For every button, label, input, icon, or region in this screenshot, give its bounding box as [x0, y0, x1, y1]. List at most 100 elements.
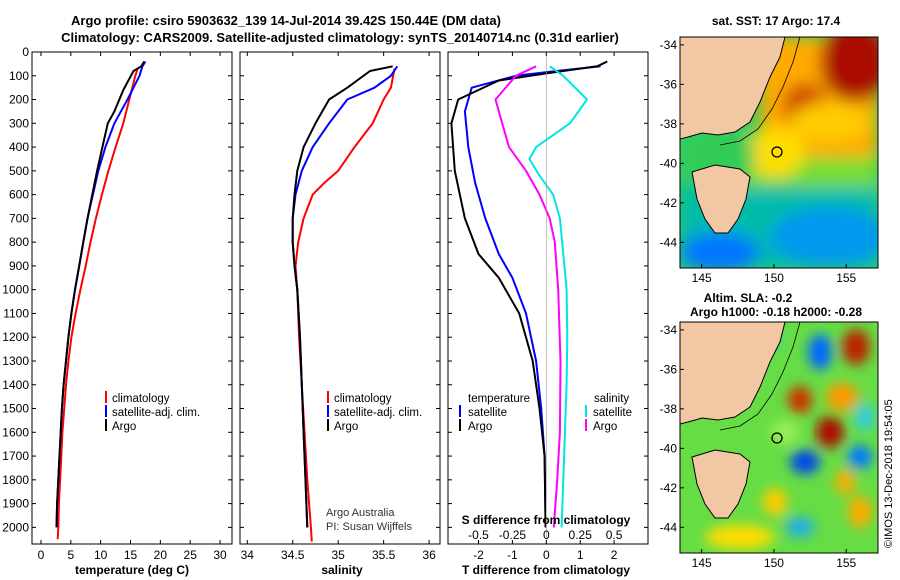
- map-lat-label: -44: [660, 520, 678, 534]
- x-tick-label: 20: [154, 548, 168, 562]
- map-lat-label: -42: [660, 481, 678, 495]
- s-diff-tick-label: -0.5: [468, 528, 489, 542]
- depth-tick-label: 300: [9, 116, 29, 130]
- map-lat-label: -40: [660, 441, 678, 455]
- sal-legend-satellite-label: satellite-adj. clim.: [334, 407, 422, 419]
- map-lat-label: -34: [660, 38, 678, 52]
- sal-legend-argo-label: Argo: [334, 421, 358, 433]
- temperature-panel: 0 5 10 15 20 25 30 temperature (deg C) climato…: [31, 51, 233, 577]
- series-line-climatology: [56, 68, 139, 540]
- series-line-temperature-argo: [450, 60, 608, 528]
- difference-top-ticks: -0.5 -0.25 0 0.25 0.5: [468, 528, 623, 542]
- series-line-salinity-satellite: [528, 65, 588, 528]
- sst-map-panel: sat. SST: 17 Argo: 17.4: [660, 14, 879, 285]
- depth-tick-label: 1500: [2, 402, 29, 416]
- difference-x-label: T difference from climatology: [462, 563, 630, 577]
- sla-map-frame: [679, 321, 879, 554]
- difference-plot-area: [447, 51, 649, 545]
- argo-location-marker: [771, 146, 783, 158]
- map-lon-label: 155: [836, 556, 856, 570]
- sst-map-title: sat. SST: 17 Argo: 17.4: [712, 14, 841, 28]
- depth-tick-label: 1600: [2, 425, 29, 439]
- x-tick-label: -1: [507, 548, 518, 562]
- difference-series-group: [450, 52, 608, 544]
- x-tick-label: -2: [473, 548, 484, 562]
- argo-location-marker-sla: [771, 432, 783, 444]
- map-lon-label: 145: [692, 271, 712, 285]
- depth-tick-label: 2000: [2, 520, 29, 534]
- series-line-argo: [55, 60, 146, 528]
- sla-map-panel: Altim. SLA: -0.2 Argo h1000: -0.18 h2000…: [660, 291, 879, 570]
- map-lon-label: 155: [836, 271, 856, 285]
- salinity-x-ticks: 34 34.5 35 35.5 36: [241, 52, 436, 562]
- depth-tick-label: 1700: [2, 449, 29, 463]
- depth-tick-label: 700: [9, 211, 29, 225]
- temperature-x-label: temperature (deg C): [75, 563, 189, 577]
- legend-salinity-title: salinity: [594, 393, 629, 405]
- series-line-argo: [291, 65, 393, 528]
- series-line-climatology: [294, 68, 396, 542]
- sla-map-ticks: 145 150 155 -34 -36 -38 -40 -42 -44: [660, 323, 857, 570]
- depth-tick-label: 500: [9, 164, 29, 178]
- sst-map: [680, 37, 878, 268]
- temperature-series-group: [55, 60, 147, 540]
- legend-temperature-title: temperature: [468, 393, 530, 405]
- s-diff-tick-label: -0.25: [499, 528, 527, 542]
- depth-tick-label: 1800: [2, 473, 29, 487]
- depth-tick-label: 600: [9, 188, 29, 202]
- difference-x-ticks: -2 -1 0 1 2: [473, 52, 618, 562]
- diff-legend-temp-sat-label: satellite: [468, 407, 507, 419]
- map-lat-label: -40: [660, 156, 678, 170]
- depth-tick-label: 1100: [3, 306, 29, 320]
- depth-tick-label: 1400: [2, 378, 29, 392]
- x-tick-label: 2: [611, 548, 618, 562]
- figure-title-line1: Argo profile: csiro 5903632_139 14-Jul-2…: [71, 13, 501, 28]
- map-lon-label: 145: [692, 556, 712, 570]
- depth-axis-ticks: 0 100 200 300 400 500 600 700 800 900 1000 1100 1200…: [2, 45, 648, 534]
- x-tick-label: 35.5: [372, 548, 396, 562]
- depth-tick-label: 1200: [2, 330, 29, 344]
- s-diff-tick-label: 0.25: [569, 528, 593, 542]
- map-lat-label: -34: [660, 323, 678, 337]
- x-tick-label: 34.5: [281, 548, 305, 562]
- salinity-plot-area: [239, 51, 441, 545]
- temperature-x-ticks: 0 5 10 15 20 25 30: [38, 52, 227, 562]
- map-lat-label: -38: [660, 402, 678, 416]
- x-tick-label: 15: [124, 548, 138, 562]
- map-lat-label: -36: [660, 362, 678, 376]
- x-tick-label: 0: [38, 548, 45, 562]
- x-tick-label: 1: [577, 548, 584, 562]
- x-tick-label: 36: [422, 548, 436, 562]
- salinity-panel: 34 34.5 35 35.5 36 salinity climatology sate…: [239, 51, 441, 577]
- map-lon-label: 150: [764, 271, 784, 285]
- salinity-x-label: salinity: [321, 563, 363, 577]
- depth-tick-label: 400: [9, 140, 29, 154]
- diff-legend-sal-sat-label: satellite: [593, 407, 632, 419]
- sla-map-title-line2: Argo h1000: -0.18 h2000: -0.28: [690, 305, 862, 319]
- x-tick-label: 35: [332, 548, 346, 562]
- map-lon-label: 150: [764, 556, 784, 570]
- depth-tick-label: 1000: [2, 283, 29, 297]
- figure-title-line2: Climatology: CARS2009. Satellite-adjuste…: [61, 30, 619, 45]
- depth-tick-label: 100: [9, 69, 29, 83]
- diff-legend-sal-argo-label: Argo: [593, 421, 617, 433]
- salinity-series-group: [291, 65, 399, 542]
- sla-map-title-line1: Altim. SLA: -0.2: [704, 291, 793, 305]
- x-tick-label: 25: [184, 548, 198, 562]
- map-lat-label: -44: [660, 235, 678, 249]
- x-tick-label: 30: [213, 548, 227, 562]
- map-lat-label: -38: [660, 117, 678, 131]
- sst-map-frame: [679, 36, 879, 269]
- salinity-legend: climatology satellite-adj. clim. Argo: [327, 391, 422, 433]
- imos-stamp: ©IMOS 13-Dec-2018 19:54:05: [883, 399, 895, 548]
- pi-text: PI: Susan Wijffels: [326, 521, 412, 533]
- x-tick-label: 5: [67, 548, 74, 562]
- temperature-plot-area: [31, 51, 233, 545]
- depth-tick-label: 1900: [2, 497, 29, 511]
- depth-tick-label: 200: [9, 93, 29, 107]
- legend-climatology-label: climatology: [112, 393, 170, 405]
- sla-map: [680, 322, 878, 553]
- s-diff-tick-label: 0.5: [606, 528, 623, 542]
- legend-satellite-label: satellite-adj. clim.: [112, 407, 200, 419]
